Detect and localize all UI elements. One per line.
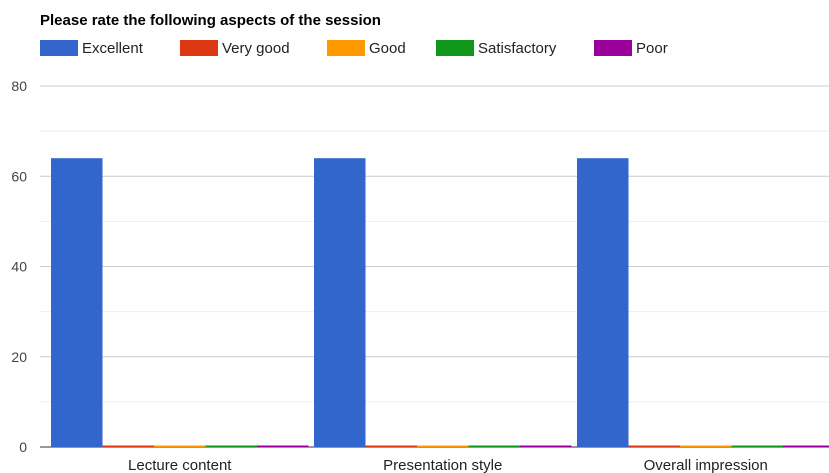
bar-0-4 bbox=[257, 445, 309, 447]
bars bbox=[51, 158, 829, 447]
bar-1-4 bbox=[520, 445, 572, 447]
bar-2-3 bbox=[731, 445, 783, 447]
legend-swatch-1 bbox=[180, 40, 218, 56]
legend-swatch-0 bbox=[40, 40, 78, 56]
x-category-label: Presentation style bbox=[383, 457, 502, 473]
legend-label-2: Good bbox=[369, 40, 406, 57]
bar-0-3 bbox=[205, 445, 257, 447]
bar-1-2 bbox=[417, 445, 469, 447]
bar-0-0 bbox=[51, 158, 103, 447]
y-tick-label: 40 bbox=[11, 259, 27, 275]
bar-2-1 bbox=[628, 445, 680, 447]
bar-1-1 bbox=[365, 445, 417, 447]
legend-label-1: Very good bbox=[222, 40, 290, 57]
bar-2-4 bbox=[783, 445, 829, 447]
legend-swatch-2 bbox=[327, 40, 365, 56]
y-tick-label: 0 bbox=[19, 439, 27, 455]
legend: Excellent Very good Good Satisfactory Poor bbox=[40, 40, 668, 57]
y-axis: 0 20 40 60 80 bbox=[11, 78, 27, 455]
y-tick-label: 60 bbox=[11, 168, 27, 184]
legend-label-3: Satisfactory bbox=[478, 40, 557, 57]
legend-label-4: Poor bbox=[636, 40, 668, 57]
x-category-label: Overall impression bbox=[644, 457, 768, 473]
bar-1-0 bbox=[314, 158, 366, 447]
bar-0-2 bbox=[154, 445, 206, 447]
gridlines bbox=[40, 85, 829, 448]
y-tick-label: 20 bbox=[11, 349, 27, 365]
y-tick-label: 80 bbox=[11, 78, 27, 94]
bar-0-1 bbox=[102, 445, 154, 447]
bar-2-0 bbox=[577, 158, 629, 447]
legend-label-0: Excellent bbox=[82, 40, 144, 57]
chart-title: Please rate the following aspects of the… bbox=[40, 12, 381, 29]
x-axis: Lecture content Presentation style Overall… bbox=[128, 457, 768, 473]
bar-1-3 bbox=[468, 445, 520, 447]
legend-swatch-3 bbox=[436, 40, 474, 56]
x-category-label: Lecture content bbox=[128, 457, 232, 473]
legend-swatch-4 bbox=[594, 40, 632, 56]
bar-2-2 bbox=[680, 445, 732, 447]
